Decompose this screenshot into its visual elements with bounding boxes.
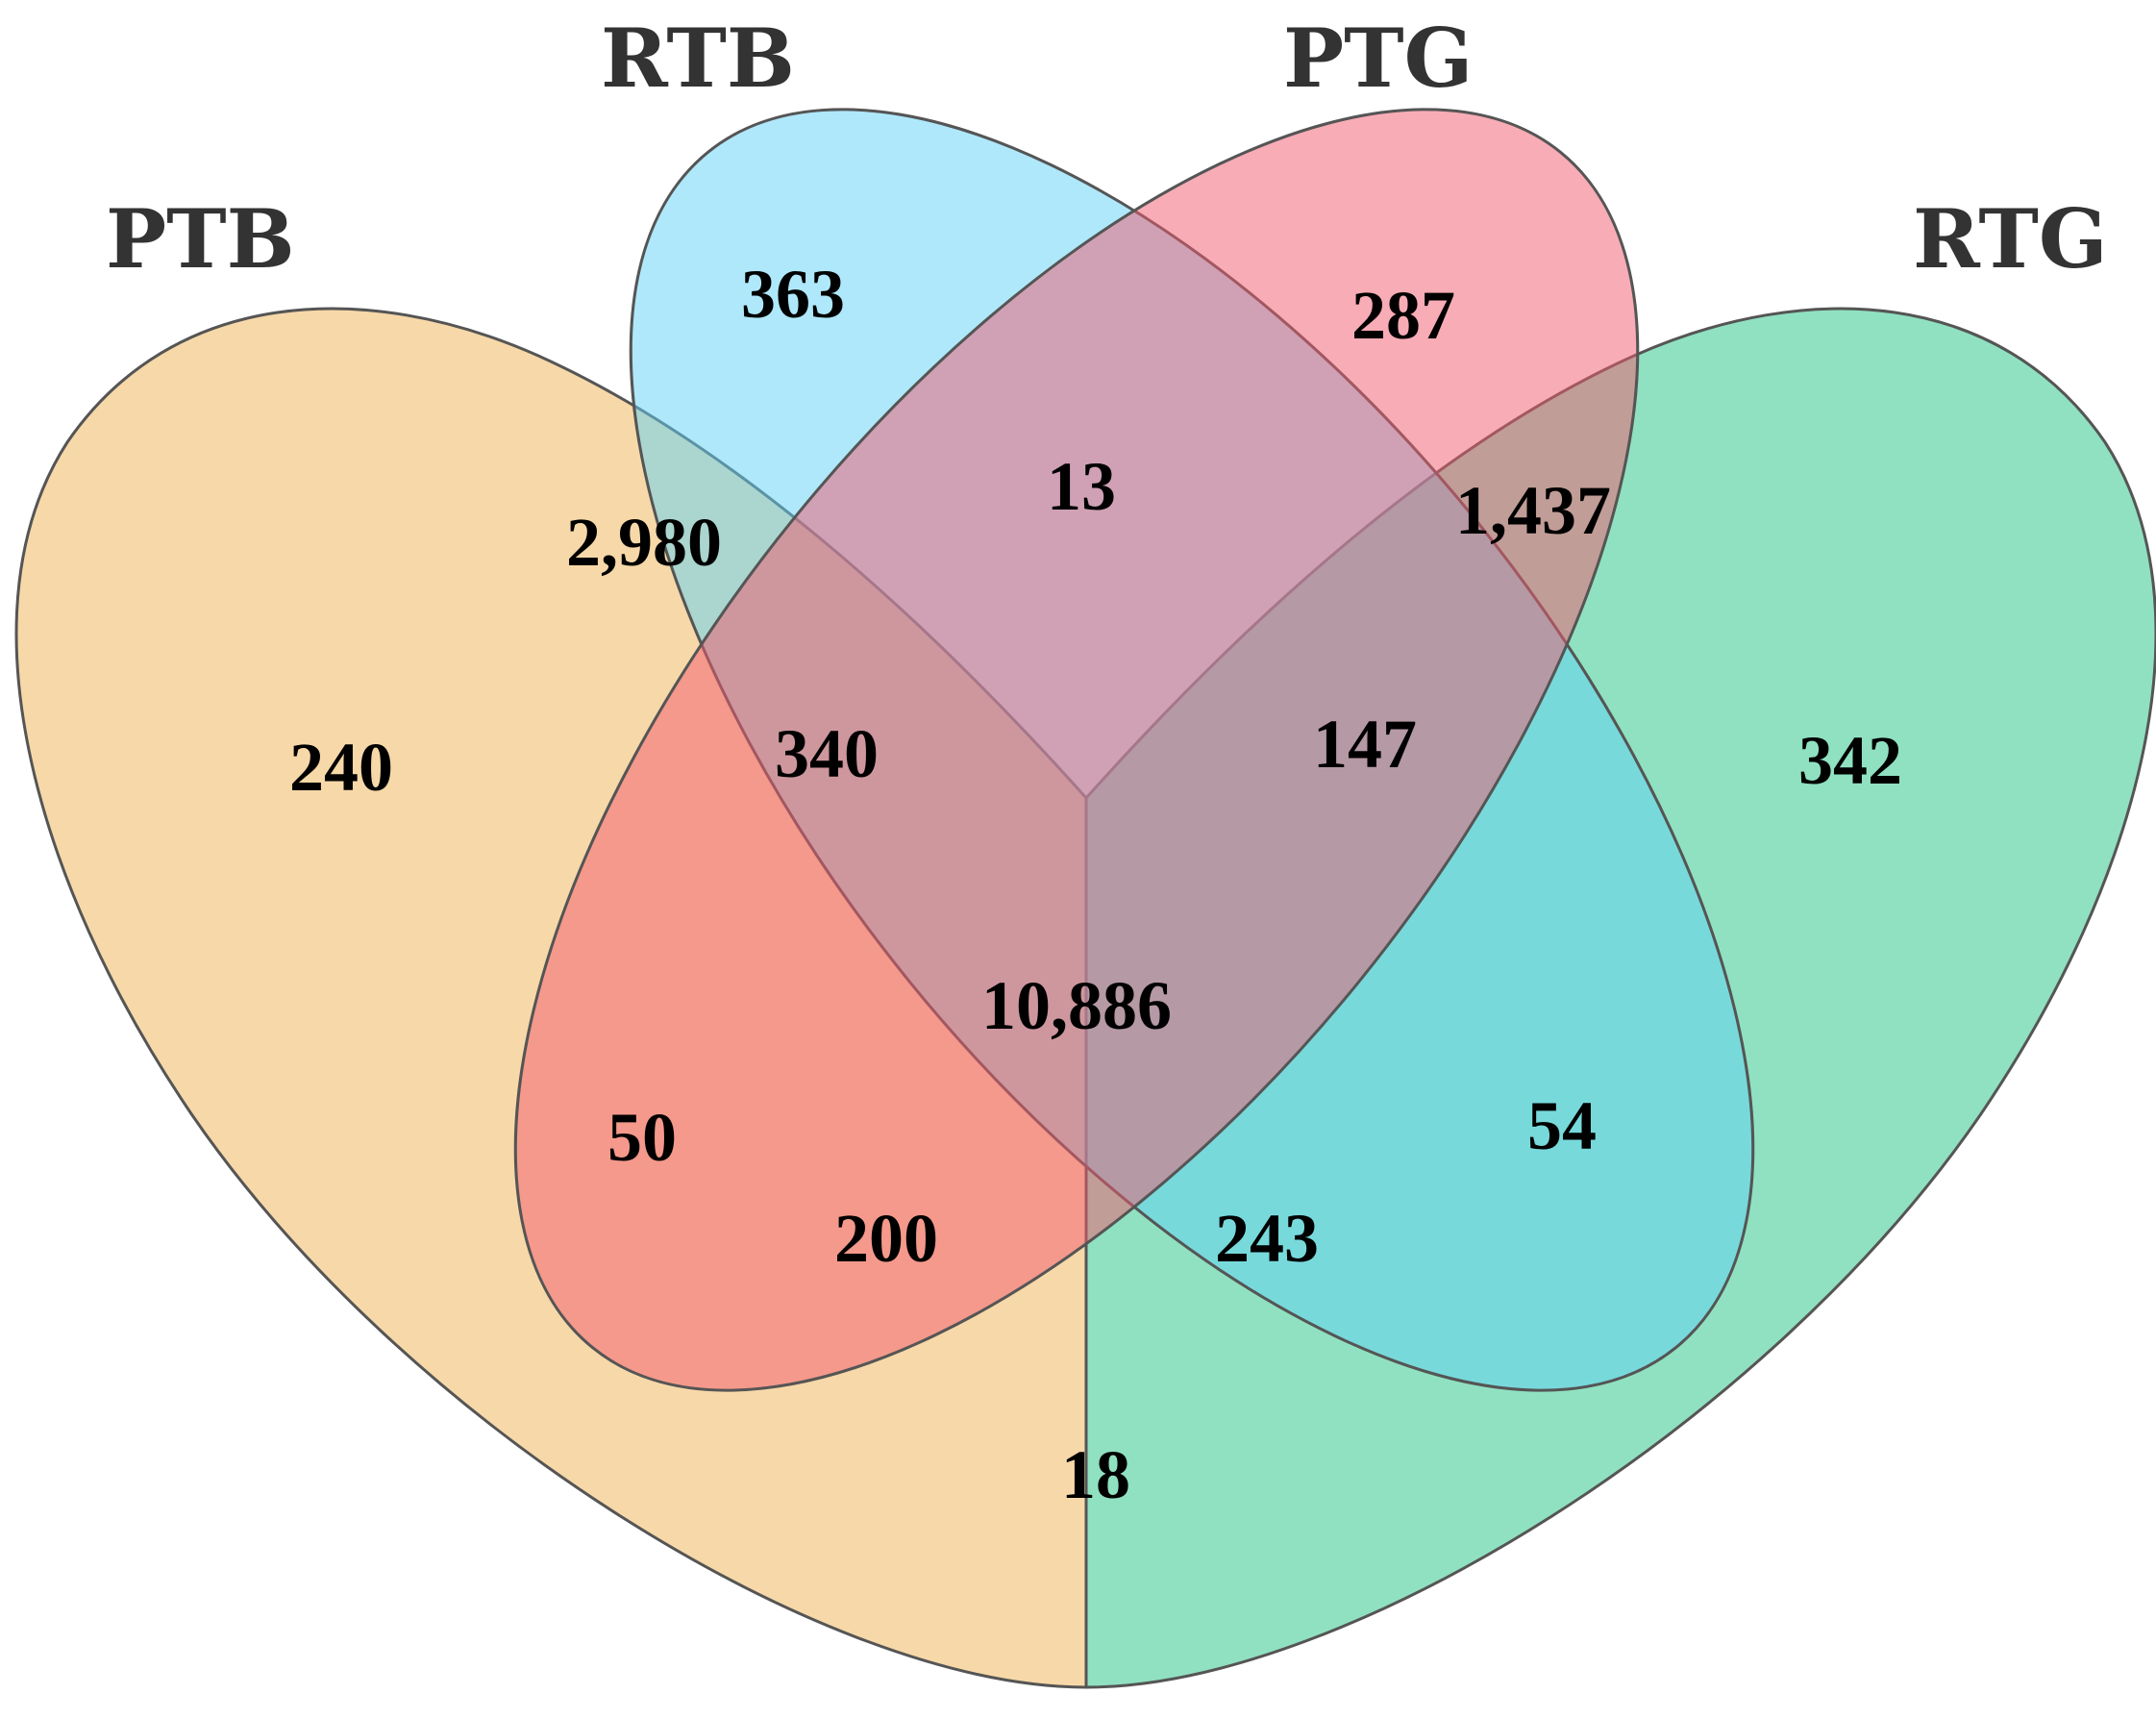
region-value: 50 [607, 1099, 677, 1176]
region-value: 243 [1215, 1200, 1319, 1277]
region-value: 147 [1313, 706, 1417, 783]
region-value: 287 [1351, 277, 1455, 354]
region-value: 342 [1798, 722, 1902, 799]
region-value: 54 [1527, 1087, 1597, 1164]
region-value: 200 [834, 1200, 938, 1277]
region-value: 18 [1061, 1436, 1130, 1513]
set-label-ptg: PTG [1283, 11, 1473, 106]
set-label-rtb: RTB [601, 11, 795, 106]
region-value: 1,437 [1455, 472, 1611, 549]
region-value: 10,886 [981, 967, 1172, 1044]
region-value: 363 [741, 256, 845, 333]
region-value: 240 [289, 729, 393, 806]
region-value: 13 [1047, 448, 1116, 525]
set-label-rtg: RTG [1913, 191, 2108, 286]
set-ptg-shape [513, 108, 1640, 1392]
region-value: 340 [775, 715, 879, 792]
region-value: 2,980 [566, 504, 722, 581]
set-label-ptb: PTB [106, 191, 295, 286]
